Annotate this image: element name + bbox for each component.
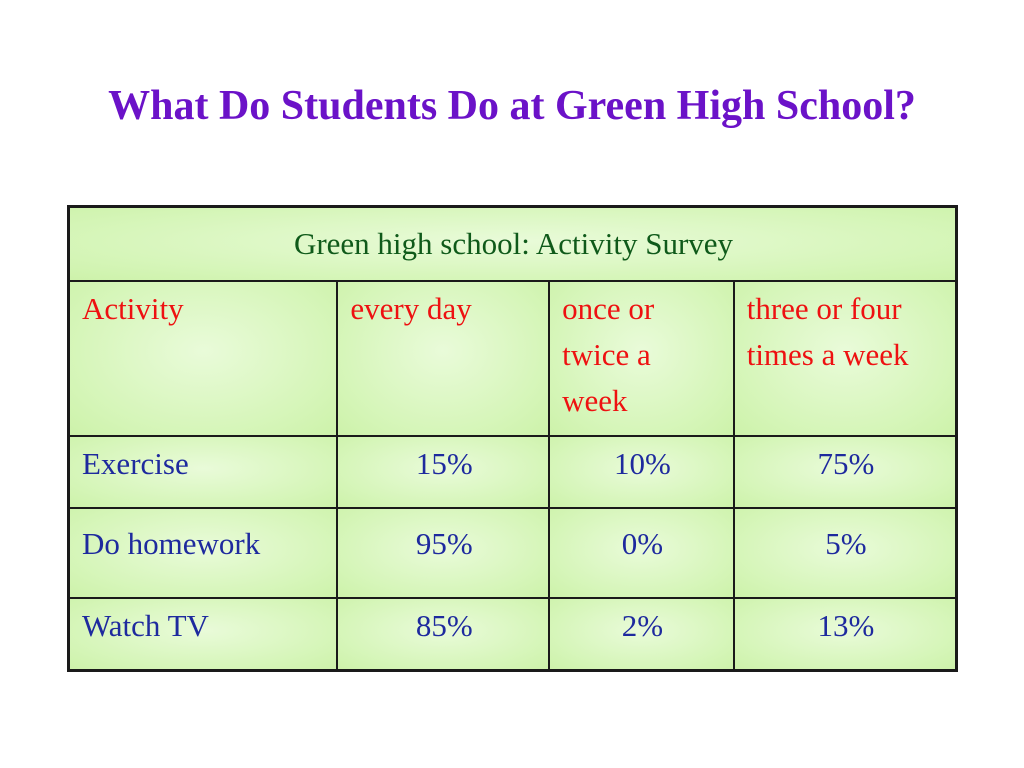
table-row: Do homework 95% 0% 5% (67, 507, 958, 599)
row-label: Exercise (67, 435, 339, 509)
activity-survey-table: Green high school: Activity Survey Activ… (67, 205, 958, 672)
value-cell: 2% (548, 597, 735, 672)
slide-title: What Do Students Do at Green High School… (108, 83, 916, 129)
value-cell: 13% (732, 597, 958, 672)
row-label: Watch TV (67, 597, 339, 672)
table-row: Watch TV 85% 2% 13% (67, 597, 958, 672)
header-every-day: every day (336, 280, 551, 437)
header-row: Activity every day once or twice a week … (67, 280, 958, 437)
header-once-or-twice: once or twice a week (548, 280, 735, 437)
value-cell: 85% (336, 597, 551, 672)
value-cell: 0% (548, 507, 735, 599)
value-cell: 15% (336, 435, 551, 509)
value-cell: 75% (732, 435, 958, 509)
table-caption: Green high school: Activity Survey (67, 205, 958, 282)
value-cell: 10% (548, 435, 735, 509)
caption-row: Green high school: Activity Survey (67, 205, 958, 282)
table-row: Exercise 15% 10% 75% (67, 435, 958, 509)
header-activity: Activity (67, 280, 339, 437)
value-cell: 5% (732, 507, 958, 599)
row-label: Do homework (67, 507, 339, 599)
header-three-or-four: three or four times a week (732, 280, 958, 437)
value-cell: 95% (336, 507, 551, 599)
